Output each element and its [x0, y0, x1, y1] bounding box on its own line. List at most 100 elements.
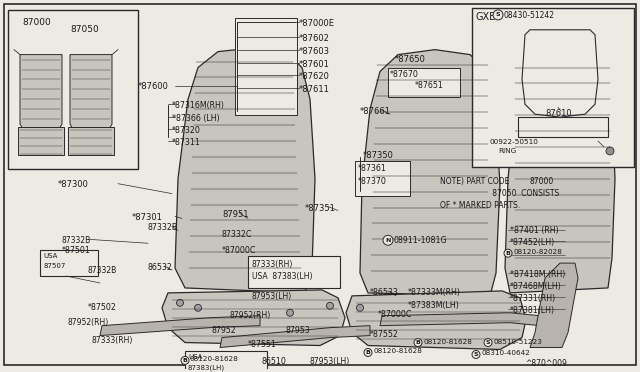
Text: *87381(LH): *87381(LH) — [510, 306, 555, 315]
Text: B: B — [365, 350, 371, 355]
Text: 87050  CONSISTS: 87050 CONSISTS — [440, 189, 559, 198]
Text: 86532: 86532 — [148, 263, 173, 272]
Text: 87050: 87050 — [70, 25, 99, 34]
Text: GXE: GXE — [476, 12, 496, 22]
Text: *87320: *87320 — [172, 126, 201, 135]
Circle shape — [195, 304, 202, 311]
Bar — [248, 256, 340, 288]
Text: 87333(RH): 87333(RH) — [92, 336, 133, 344]
Text: *87661: *87661 — [360, 107, 391, 116]
Polygon shape — [522, 30, 598, 117]
Text: *87000E: *87000E — [299, 19, 335, 28]
Text: B: B — [506, 251, 511, 256]
Circle shape — [484, 339, 492, 346]
Polygon shape — [175, 48, 315, 293]
Text: 86510: 86510 — [262, 357, 287, 366]
Text: *87311: *87311 — [172, 138, 201, 147]
Circle shape — [472, 350, 480, 359]
Text: ^870^009: ^870^009 — [525, 359, 567, 368]
Text: *87502: *87502 — [88, 303, 117, 312]
Text: *87552: *87552 — [370, 330, 399, 339]
Circle shape — [181, 356, 189, 365]
Text: *87603: *87603 — [299, 46, 330, 56]
Text: *87620: *87620 — [299, 73, 330, 81]
Polygon shape — [380, 313, 540, 326]
Text: *87670: *87670 — [390, 70, 419, 78]
Polygon shape — [220, 326, 370, 347]
Circle shape — [504, 249, 512, 257]
Polygon shape — [162, 290, 345, 346]
Text: *87000C: *87000C — [378, 310, 412, 319]
Text: *86533: *86533 — [370, 288, 399, 297]
Text: *87650: *87650 — [395, 55, 426, 64]
Text: 87953: 87953 — [285, 326, 310, 335]
Text: *87350: *87350 — [363, 151, 394, 160]
Text: *87651: *87651 — [415, 81, 444, 90]
Text: B: B — [415, 340, 420, 345]
Bar — [355, 161, 410, 196]
Text: 87952(RH): 87952(RH) — [230, 311, 271, 320]
Text: *87000C: *87000C — [222, 246, 257, 255]
Text: *87401 (RH): *87401 (RH) — [510, 227, 559, 235]
Text: S: S — [486, 340, 490, 345]
Polygon shape — [18, 127, 64, 155]
Bar — [185, 352, 267, 372]
Text: 87000: 87000 — [530, 177, 554, 186]
Text: 08310-40642: 08310-40642 — [481, 350, 530, 356]
Text: OF * MARKED PARTS.: OF * MARKED PARTS. — [440, 201, 520, 209]
Circle shape — [414, 339, 422, 346]
Polygon shape — [518, 117, 608, 137]
Polygon shape — [70, 55, 112, 128]
Polygon shape — [68, 127, 114, 155]
Circle shape — [356, 304, 364, 311]
Text: USA: USA — [43, 253, 58, 259]
Text: *87370: *87370 — [358, 177, 387, 186]
Text: *87333M(RH): *87333M(RH) — [408, 288, 461, 297]
Text: NOTE) PART CODE: NOTE) PART CODE — [440, 177, 509, 186]
Text: *87600: *87600 — [138, 83, 169, 92]
Text: 08120-81628: 08120-81628 — [423, 339, 472, 344]
Circle shape — [326, 302, 333, 309]
Text: *87601: *87601 — [299, 60, 330, 68]
Polygon shape — [360, 49, 500, 296]
Bar — [40, 250, 98, 276]
Text: 08430-51242: 08430-51242 — [503, 11, 554, 20]
Text: *87602: *87602 — [299, 34, 330, 43]
Text: RING: RING — [498, 148, 516, 154]
Text: USA: USA — [188, 355, 202, 360]
Text: 00922-50510: 00922-50510 — [490, 139, 539, 145]
Circle shape — [606, 147, 614, 155]
Text: *87383M(LH): *87383M(LH) — [408, 301, 460, 310]
Text: *87300: *87300 — [58, 180, 89, 189]
Text: 87332B: 87332B — [148, 224, 178, 232]
Text: 08911-1081G: 08911-1081G — [394, 236, 447, 245]
Text: 87610: 87610 — [545, 109, 572, 118]
Text: 87332B: 87332B — [88, 266, 117, 275]
Text: *87361: *87361 — [358, 164, 387, 173]
Text: S: S — [496, 12, 500, 17]
Text: *87468M(LH): *87468M(LH) — [510, 282, 562, 291]
Polygon shape — [100, 316, 260, 336]
Text: 08510-51223: 08510-51223 — [493, 339, 542, 344]
Polygon shape — [505, 49, 615, 293]
Text: *87366 (LH): *87366 (LH) — [172, 114, 220, 123]
Text: 87953(LH): 87953(LH) — [310, 357, 350, 366]
Text: B: B — [182, 358, 188, 363]
Polygon shape — [530, 263, 578, 347]
Text: 87951: 87951 — [222, 211, 248, 219]
Text: *87452(LH): *87452(LH) — [510, 238, 555, 247]
Text: *87301: *87301 — [132, 214, 163, 222]
Circle shape — [383, 235, 393, 245]
Text: USA  87383(LH): USA 87383(LH) — [252, 272, 312, 281]
Text: 87333(RH): 87333(RH) — [252, 260, 293, 269]
Text: *87501: *87501 — [62, 246, 91, 255]
Polygon shape — [20, 55, 62, 128]
Text: 87332B: 87332B — [62, 236, 92, 245]
Text: 87953(LH): 87953(LH) — [252, 292, 292, 301]
Text: 87383(LH): 87383(LH) — [188, 365, 225, 371]
Circle shape — [493, 10, 503, 20]
Text: 87952(RH): 87952(RH) — [68, 318, 109, 327]
Bar — [472, 8, 634, 167]
Text: *87551: *87551 — [248, 340, 277, 349]
Text: 08120-81628: 08120-81628 — [190, 356, 239, 362]
